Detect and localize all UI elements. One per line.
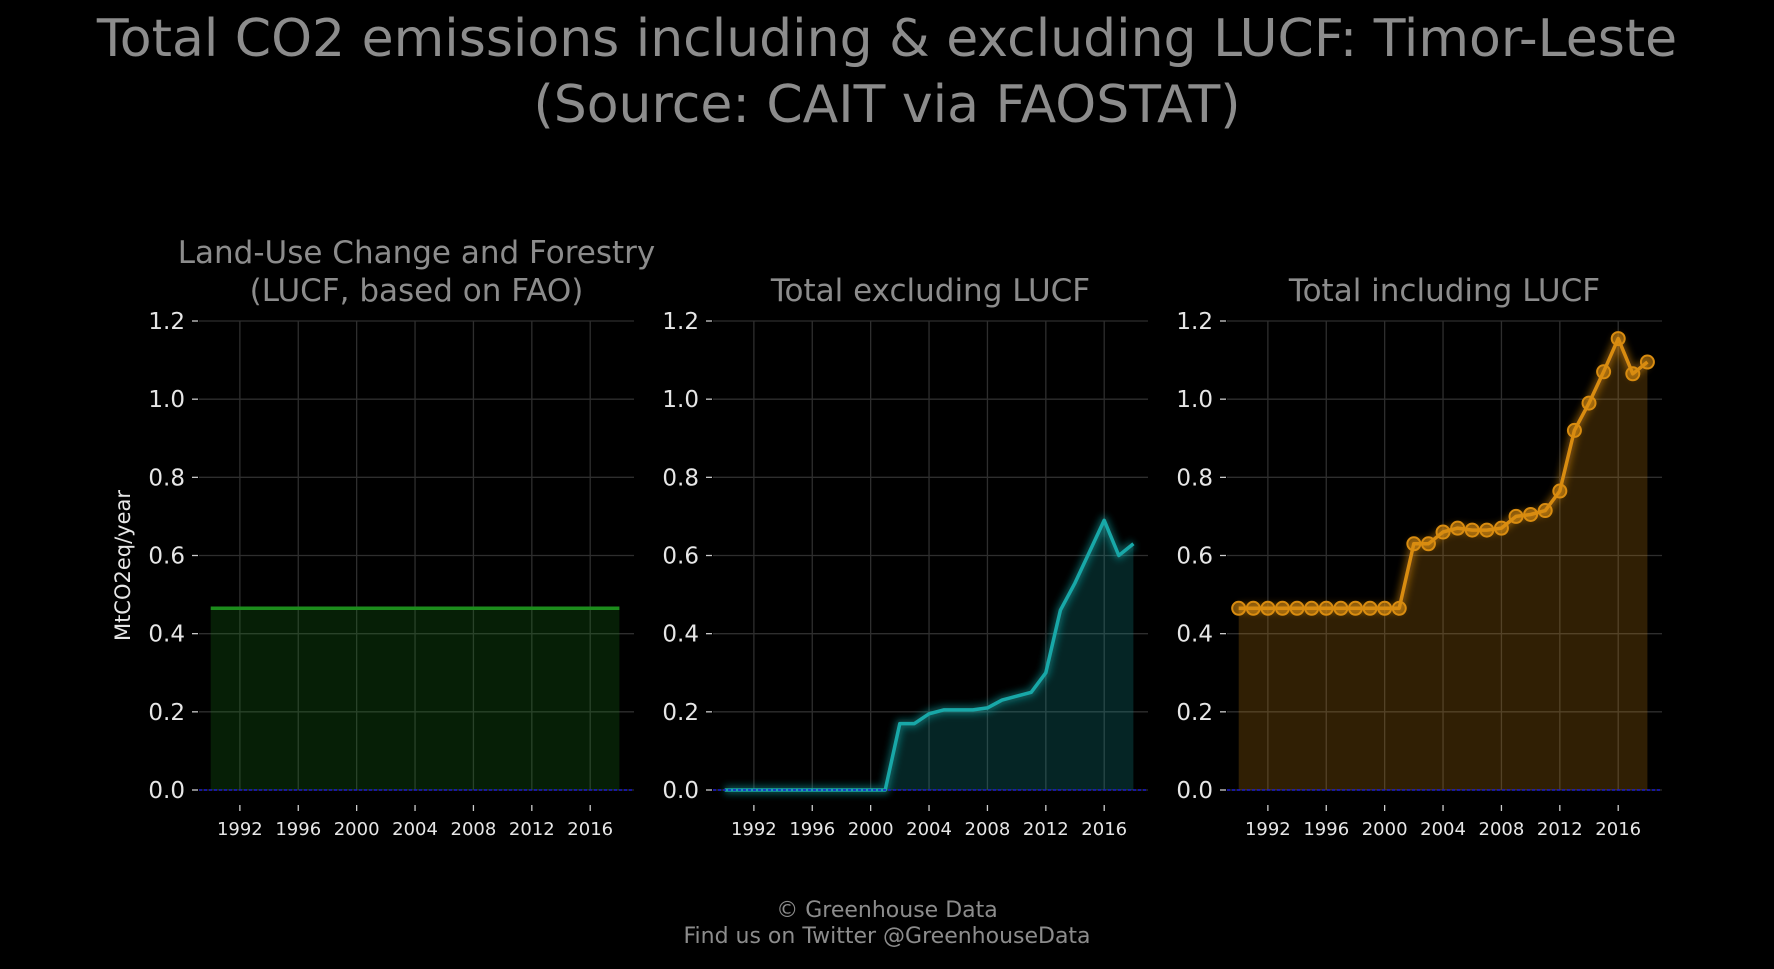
- data-point: [1450, 520, 1466, 536]
- x-tick-label: 2000: [1362, 819, 1408, 840]
- series-area: [1238, 338, 1648, 790]
- x-tick-label: 2004: [1420, 819, 1466, 840]
- panel-title: (LUCF, based on FAO): [250, 273, 584, 309]
- x-tick-label: 2016: [1595, 819, 1641, 840]
- footer: © Greenhouse Data Find us on Twitter @Gr…: [0, 898, 1774, 950]
- y-tick-label: 0.2: [1176, 700, 1213, 726]
- data-point: [1333, 600, 1349, 616]
- y-tick-label: 1.2: [662, 309, 699, 335]
- data-point: [1420, 536, 1436, 552]
- x-tick-label: 2000: [848, 819, 894, 840]
- x-tick-label: 2016: [567, 819, 613, 840]
- y-tick-label: 0.4: [1176, 622, 1213, 648]
- y-tick-label: 1.0: [148, 387, 185, 413]
- panel-1: 0.0 0.2 0.4 0.6 0.8 1.0 1.2 1992 1996 2000 2004 200…: [111, 235, 655, 840]
- x-tick-label: 2008: [1479, 819, 1525, 840]
- panel-3: 0.0 0.2 0.4 0.6 0.8 1.0 1.2 1992 1996 2000 2004 200…: [1176, 273, 1662, 840]
- y-axis-label: MtCO2eq/year: [111, 490, 135, 641]
- data-point: [1406, 536, 1422, 552]
- data-point: [1362, 600, 1378, 616]
- data-point: [1289, 600, 1305, 616]
- data-point: [1274, 600, 1290, 616]
- data-point: [1581, 395, 1597, 411]
- y-tick-label: 1.0: [662, 387, 699, 413]
- x-tick-label: 1992: [1245, 819, 1291, 840]
- series-area: [210, 608, 620, 790]
- data-point: [1493, 520, 1509, 536]
- data-point: [1304, 600, 1320, 616]
- x-tick-label: 2012: [509, 819, 555, 840]
- y-tick-label: 0.0: [1176, 778, 1213, 804]
- data-point: [1596, 364, 1612, 380]
- data-point: [1435, 524, 1451, 540]
- y-tick-label: 0.6: [148, 544, 185, 570]
- data-point: [1260, 600, 1276, 616]
- y-tick-label: 0.4: [148, 622, 185, 648]
- y-tick-label: 0.4: [662, 622, 699, 648]
- y-tick-label: 1.2: [148, 309, 185, 335]
- data-point: [1508, 508, 1524, 524]
- data-point: [1479, 522, 1495, 538]
- footer-twitter: Find us on Twitter @GreenhouseData: [683, 924, 1091, 949]
- x-tick-label: 2016: [1081, 819, 1127, 840]
- y-tick-label: 0.0: [662, 778, 699, 804]
- series-line: [724, 518, 1135, 792]
- x-tick-label: 1996: [1303, 819, 1349, 840]
- x-tick-label: 2012: [1023, 819, 1069, 840]
- y-tick-label: 0.8: [1176, 465, 1213, 491]
- series-area: [724, 520, 1134, 790]
- x-tick-label: 2008: [451, 819, 497, 840]
- data-point: [1610, 331, 1626, 347]
- x-tick-label: 2004: [906, 819, 952, 840]
- data-point: [1552, 483, 1568, 499]
- x-tick-label: 2000: [334, 819, 380, 840]
- panel-title: Total excluding LUCF: [770, 273, 1090, 309]
- y-tick-label: 0.8: [148, 465, 185, 491]
- panel-2: 0.0 0.2 0.4 0.6 0.8 1.0 1.2 1992 1996 2000 2004 200…: [662, 273, 1148, 840]
- data-point: [1391, 600, 1407, 616]
- x-tick-label: 2012: [1537, 819, 1583, 840]
- data-point: [1318, 600, 1334, 616]
- data-point: [1537, 503, 1553, 519]
- y-tick-label: 0.0: [148, 778, 185, 804]
- y-tick-label: 0.2: [662, 700, 699, 726]
- data-point: [1639, 354, 1655, 370]
- x-tick-label: 2008: [965, 819, 1011, 840]
- y-tick-label: 0.6: [1176, 544, 1213, 570]
- data-point: [1625, 366, 1641, 382]
- x-tick-label: 2004: [392, 819, 438, 840]
- y-tick-label: 0.2: [148, 700, 185, 726]
- data-point: [1245, 600, 1261, 616]
- x-tick-label: 1996: [275, 819, 321, 840]
- data-point: [1566, 422, 1582, 438]
- y-tick-label: 0.6: [662, 544, 699, 570]
- data-point: [1231, 600, 1247, 616]
- data-point: [1523, 506, 1539, 522]
- y-tick-label: 0.8: [662, 465, 699, 491]
- chart-title-line2: (Source: CAIT via FAOSTAT): [533, 75, 1241, 135]
- panel-title: Land-Use Change and Forestry: [178, 235, 656, 271]
- y-tick-label: 1.2: [1176, 309, 1213, 335]
- y-tick-label: 1.0: [1176, 387, 1213, 413]
- chart-title: Total CO2 emissions including & excludin…: [0, 6, 1774, 138]
- data-point: [1347, 600, 1363, 616]
- footer-copyright: © Greenhouse Data: [776, 898, 998, 923]
- data-point: [1377, 600, 1393, 616]
- panel-title: Total including LUCF: [1288, 273, 1600, 309]
- x-tick-label: 1996: [789, 819, 835, 840]
- x-tick-label: 1992: [217, 819, 263, 840]
- x-tick-label: 1992: [731, 819, 777, 840]
- chart-title-line1: Total CO2 emissions including & excludin…: [96, 9, 1678, 69]
- data-point: [1464, 522, 1480, 538]
